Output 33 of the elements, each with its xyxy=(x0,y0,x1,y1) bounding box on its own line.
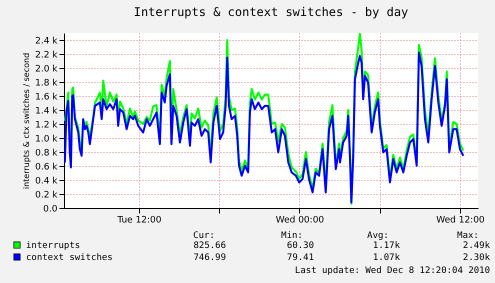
text: 2.49k xyxy=(462,241,491,251)
text: Max: xyxy=(457,231,479,241)
y-tick-label: 1.0 k xyxy=(35,134,58,144)
x-tick-label: Wed 12:00 xyxy=(436,216,485,226)
text: Cur: xyxy=(193,231,215,241)
legend-label: interrupts xyxy=(26,241,80,251)
y-tick-label: 2.4 k xyxy=(35,36,58,46)
legend-label: context switches xyxy=(26,253,113,263)
y-tick-label: 0.0 xyxy=(43,204,58,214)
y-axis-title: interrupts & ctx switches / second xyxy=(22,52,32,190)
y-tick-label: 1.8 k xyxy=(35,78,58,88)
text: 746.99 xyxy=(193,253,226,263)
text: Avg: xyxy=(367,231,389,241)
y-tick-label: 2.0 k xyxy=(35,64,58,74)
y-tick-label: 0.8 k xyxy=(35,148,58,158)
chart-title: Interrupts & context switches - by day xyxy=(134,5,408,19)
text: 79.41 xyxy=(286,253,314,263)
text: 60.30 xyxy=(286,241,314,251)
text: 1.17k xyxy=(372,241,401,251)
y-tick-label: 0.2 k xyxy=(35,190,58,200)
text: 825.66 xyxy=(193,241,226,251)
text: Last update: Wed Dec 8 12:20:04 2010 xyxy=(294,266,490,276)
x-tick-label: Wed 00:00 xyxy=(276,216,324,226)
text: 1.07k xyxy=(372,253,401,263)
y-tick-label: 1.4 k xyxy=(35,106,58,116)
y-tick-label: 0.4 k xyxy=(35,176,58,186)
y-tick-label: 1.6 k xyxy=(35,92,58,102)
y-tick-label: 1.2 k xyxy=(35,120,58,130)
text: 2.30k xyxy=(462,253,491,263)
text: Min: xyxy=(281,231,303,241)
y-tick-label: 0.6 k xyxy=(35,162,58,172)
y-tick-label: 2.2 k xyxy=(35,50,58,60)
x-tick-label: Tue 12:00 xyxy=(116,216,162,226)
